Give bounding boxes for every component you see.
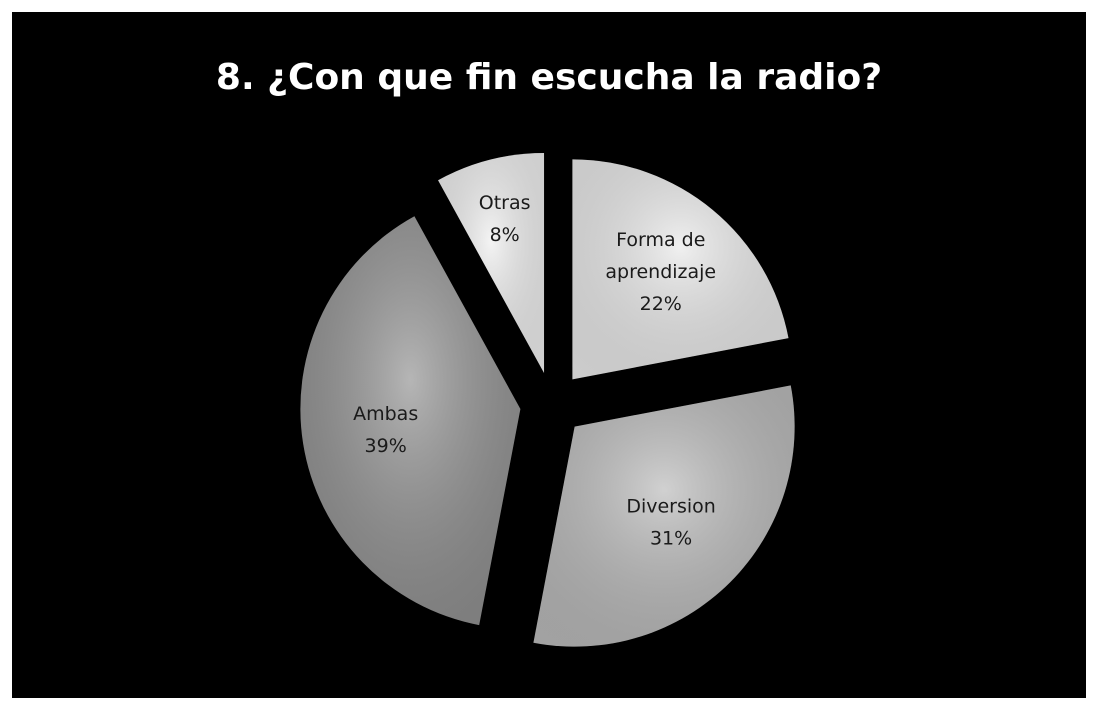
pie-chart: Forma de aprendizaje 22% Diversion 31% Ambas 3… [300,153,795,647]
slice-value-label: 39% [365,435,407,457]
slice-name-label: Otras [479,192,531,214]
chart-title: 8. ¿Con que fin escucha la radio? [215,57,883,98]
pie-labels: Forma de aprendizaje 22% Diversion 31% Ambas 3… [353,192,716,549]
pie-slices [300,153,795,647]
slice-value-label: 8% [490,224,520,246]
slice-name-label: Forma de [616,229,705,251]
pie-slice-shade [533,385,795,647]
pie-slice-shade [438,153,545,374]
slice-name-label: Diversion [626,496,716,518]
pie-slice-shade [300,216,521,626]
slice-name-label: Ambas [353,403,418,425]
chart-frame: 8. ¿Con que fin escucha la radio? Forma … [12,12,1086,698]
slice-value-label: 31% [650,528,692,550]
slice-value-label: 22% [640,293,682,315]
slice-name-label: aprendizaje [605,261,716,283]
pie-slice-shade [572,159,789,380]
